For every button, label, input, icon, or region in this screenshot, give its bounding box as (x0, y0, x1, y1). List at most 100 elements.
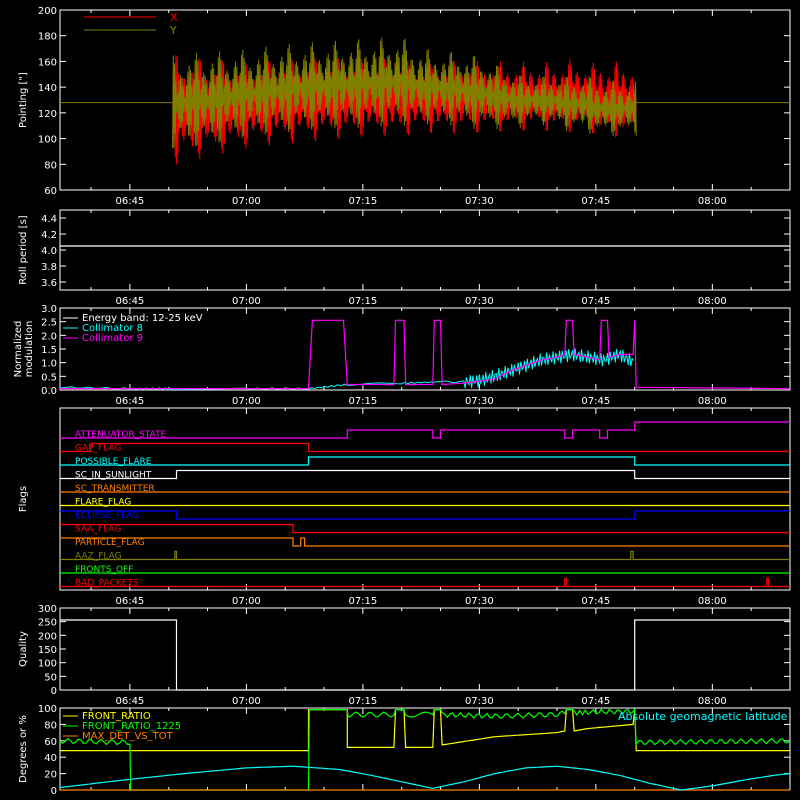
pointing-ytick-label: 200 (38, 6, 57, 17)
modulation-ytick-label: 1.5 (41, 345, 57, 356)
ratios-ytick-label: 80 (44, 720, 57, 731)
flag-label-aaz_flag: AAZ_FLAG (75, 552, 122, 562)
pointing-xtick-label: 07:00 (232, 196, 261, 207)
modulation-panel: 0.0 0.5 1.0 1.5 2.0 2.5 3.0 06:45 07:00 07:15 07:3… (13, 304, 791, 407)
roll-xtick-label: 08:00 (698, 296, 727, 307)
modulation-xtick-label: 06:45 (115, 396, 144, 407)
modulation-legend-2: Collimator 9 (82, 333, 143, 344)
flag-label-sc_in_sunlight: SC_IN_SUNLIGHT (75, 471, 152, 481)
flag-label-sc_transmitter: SC_TRANSMITTER (75, 484, 155, 494)
pointing-ylabel: Pointing ["] (18, 72, 29, 128)
roll-xtick-label: 07:30 (465, 296, 494, 307)
flag-line-gap_flag (60, 442, 790, 453)
modulation-series-collimator-9 (60, 319, 791, 390)
quality-series (60, 619, 790, 691)
quality-ytick-label: 50 (44, 672, 57, 683)
flags-xtick-label: 07:45 (581, 596, 610, 607)
roll-ytick-label: 3.6 (41, 278, 57, 289)
quality-xtick-label: 07:45 (581, 696, 610, 707)
quality-panel: 0 50 100 150 200 250 300 06:45 07:00 07:15 07:30 07… (18, 604, 791, 707)
quality-ytick-label: 200 (38, 631, 57, 642)
quality-xtick-label: 07:15 (348, 696, 377, 707)
quality-xtick-label: 07:00 (232, 696, 261, 707)
pointing-ytick-label: 60 (44, 186, 57, 197)
pointing-xtick-label: 07:15 (348, 196, 377, 207)
flag-line-aaz_flag (60, 550, 790, 561)
roll-ytick-label: 4.4 (41, 214, 57, 225)
flag-label-eclipse_flag: ECLIPSE_FLAG (75, 511, 139, 521)
modulation-xtick-label: 08:00 (698, 396, 727, 407)
pointing-ytick-label: 80 (44, 160, 57, 171)
flag-line-possible_flare (60, 456, 790, 466)
flag-label-particle_flag: PARTICLE_FLAG (75, 538, 145, 548)
pointing-ytick-label: 160 (38, 57, 57, 68)
flag-label-gap_flag: GAP_FLAG (75, 444, 121, 454)
pointing-ytick-label: 180 (38, 32, 57, 43)
flags-panel: 06:45 07:00 07:15 07:30 07:45 08:00 Flags ATTEN… (18, 407, 791, 607)
quality-ytick-label: 300 (38, 604, 57, 615)
modulation-ytick-label: 1.0 (41, 359, 57, 370)
flags-xtick-label: 06:45 (115, 596, 144, 607)
quality-xtick-label: 07:30 (465, 696, 494, 707)
quality-ytick-label: 150 (38, 645, 57, 656)
flag-label-saa_flag: SAA_FLAG (75, 525, 121, 535)
pointing-xtick-label: 08:00 (698, 196, 727, 207)
flag-label-bad_packets: BAD_PACKETS (75, 579, 139, 589)
modulation-ytick-label: 0.5 (41, 372, 57, 383)
ratios-legend-2: MAX_DET_VS_TOT (82, 731, 174, 742)
pointing-xtick-label: 06:45 (115, 196, 144, 207)
modulation-ylabel: Normalizedmodulation (13, 321, 35, 378)
roll-ytick-label: 4.2 (41, 230, 57, 241)
flag-line-sc_in_sunlight (60, 469, 790, 480)
ratios-ylabel: Degrees or % (18, 715, 29, 783)
ratios-legend-3: Absolute geomagnetic latitude (618, 710, 788, 723)
modulation-ytick-label: 2.0 (41, 331, 57, 342)
pointing-xtick-label: 07:30 (465, 196, 494, 207)
quality-ytick-label: 0 (51, 686, 57, 697)
flag-line-saa_flag (60, 523, 790, 534)
ratios-ytick-label: 40 (44, 753, 57, 764)
ratios-ytick-label: 60 (44, 737, 57, 748)
ratios-ytick-label: 20 (44, 770, 57, 781)
flags-frame (59, 407, 791, 591)
pointing-legend-1: Y (169, 24, 177, 37)
modulation-xtick-label: 07:15 (348, 396, 377, 407)
flag-label-possible_flare: POSSIBLE_FLARE (75, 457, 152, 467)
modulation-xtick-label: 07:30 (465, 396, 494, 407)
roll-xtick-label: 06:45 (115, 296, 144, 307)
quality-ylabel: Quality (18, 631, 29, 667)
pointing-frame (59, 9, 791, 191)
roll-xtick-label: 07:00 (232, 296, 261, 307)
flags-xtick-label: 07:30 (465, 596, 494, 607)
roll-ytick-label: 4.0 (41, 246, 57, 257)
flag-line-bad_packets (60, 577, 790, 588)
flag-label-attenuator_state: ATTENUATOR_STATE (75, 430, 167, 440)
roll-panel: 3.6 3.8 4.0 4.2 4.4 06:45 07:00 07:15 07:30 07:45… (18, 209, 791, 307)
quality-xtick-label: 08:00 (698, 696, 727, 707)
ratios-panel: 0 20 40 60 80 100 Degrees or % FRONT_RATIOFRONT… (18, 704, 791, 797)
modulation-xtick-label: 07:00 (232, 396, 261, 407)
modulation-ytick-label: 3.0 (41, 304, 57, 315)
flag-label-flare_flag: FLARE_FLAG (75, 498, 131, 508)
pointing-series-Y (172, 37, 637, 149)
ratios-series-0 (60, 708, 790, 752)
ratios-legend-0: FRONT_RATIO (82, 711, 151, 722)
ratios-ytick-label: 100 (38, 704, 57, 715)
flag-line-eclipse_flag (60, 510, 790, 520)
flag-line-particle_flag (60, 537, 790, 547)
flag-label-fronts_off: FRONTS_OFF (75, 565, 133, 575)
quality-xtick-label: 06:45 (115, 696, 144, 707)
pointing-ytick-label: 120 (38, 109, 57, 120)
roll-ytick-label: 3.8 (41, 262, 57, 273)
modulation-ytick-label: 0.0 (41, 386, 57, 397)
modulation-legend-1: Collimator 8 (82, 323, 143, 334)
modulation-ytick-label: 2.5 (41, 318, 57, 329)
roll-frame (59, 209, 791, 291)
modulation-legend-0: Energy band: 12-25 keV (82, 313, 203, 324)
pointing-legend-0: X (170, 11, 178, 24)
quality-ytick-label: 100 (38, 659, 57, 670)
pointing-panel: 60 80 100 120 140 160 180 200 06:45 07:00 07:15 07:… (18, 6, 791, 207)
flags-xtick-label: 08:00 (698, 596, 727, 607)
roll-xtick-label: 07:45 (581, 296, 610, 307)
